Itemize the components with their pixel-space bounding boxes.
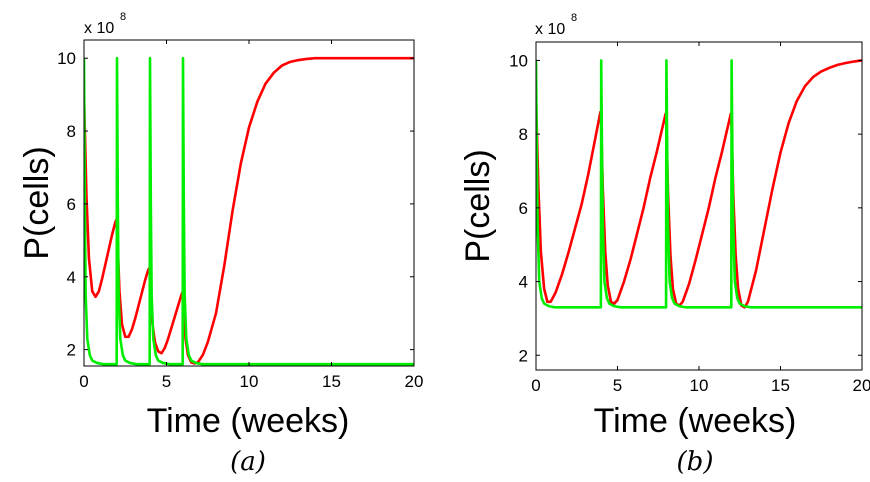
y-tick-label-a: 8 [67,122,76,141]
y-axis-label-a: P(cells) [18,146,56,259]
x-tick-label-b: 20 [853,376,870,395]
x-tick-label-a: 15 [322,372,341,391]
x-axis-label-a: Time (weeks) [147,402,350,440]
x-axis-label-b: Time (weeks) [594,402,797,440]
panel-a: x 10 8 P(cells) Time (weeks) (a) 0 5 10 15 2… [18,11,423,477]
x-tick-label-b: 0 [531,376,540,395]
axes-frame-b [535,41,863,371]
y-multiplier-a: x 10 [84,20,114,37]
x-tick-label-a: 20 [405,372,424,391]
panel-b: x 10 8 P(cells) Time (weeks) (b) 0 5 10 15 2… [459,12,870,477]
y-multiplier-b: x 10 [535,21,565,38]
x-tick-label-b: 15 [771,376,790,395]
y-tick-label-b: 4 [519,273,528,292]
y-tick-label-b: 10 [509,51,528,70]
x-tick-label-b: 5 [613,376,622,395]
series-line-a-2 [84,56,414,366]
series-line-b-2 [536,59,862,309]
x-tick-label-a: 10 [240,372,259,391]
y-tick-label-a: 10 [57,49,76,68]
y-multiplier-exp-a: 8 [120,11,126,23]
caption-b: (b) [677,447,714,477]
axes-frame-a [83,39,415,367]
x-tick-label-a: 0 [79,372,88,391]
series-line-a-1 [84,56,414,365]
y-tick-label-b: 8 [519,125,528,144]
x-tick-label-a: 5 [162,372,171,391]
y-tick-label-b: 6 [519,199,528,218]
y-multiplier-exp-b: 8 [571,12,577,24]
y-tick-label-b: 2 [519,346,528,365]
y-tick-label-a: 4 [67,268,76,287]
y-tick-label-a: 2 [67,341,76,360]
y-tick-label-a: 6 [67,195,76,214]
x-tick-label-b: 10 [690,376,709,395]
caption-a: (a) [230,447,266,477]
y-axis-label-b: P(cells) [459,149,497,262]
series-line-b-1 [536,59,862,309]
